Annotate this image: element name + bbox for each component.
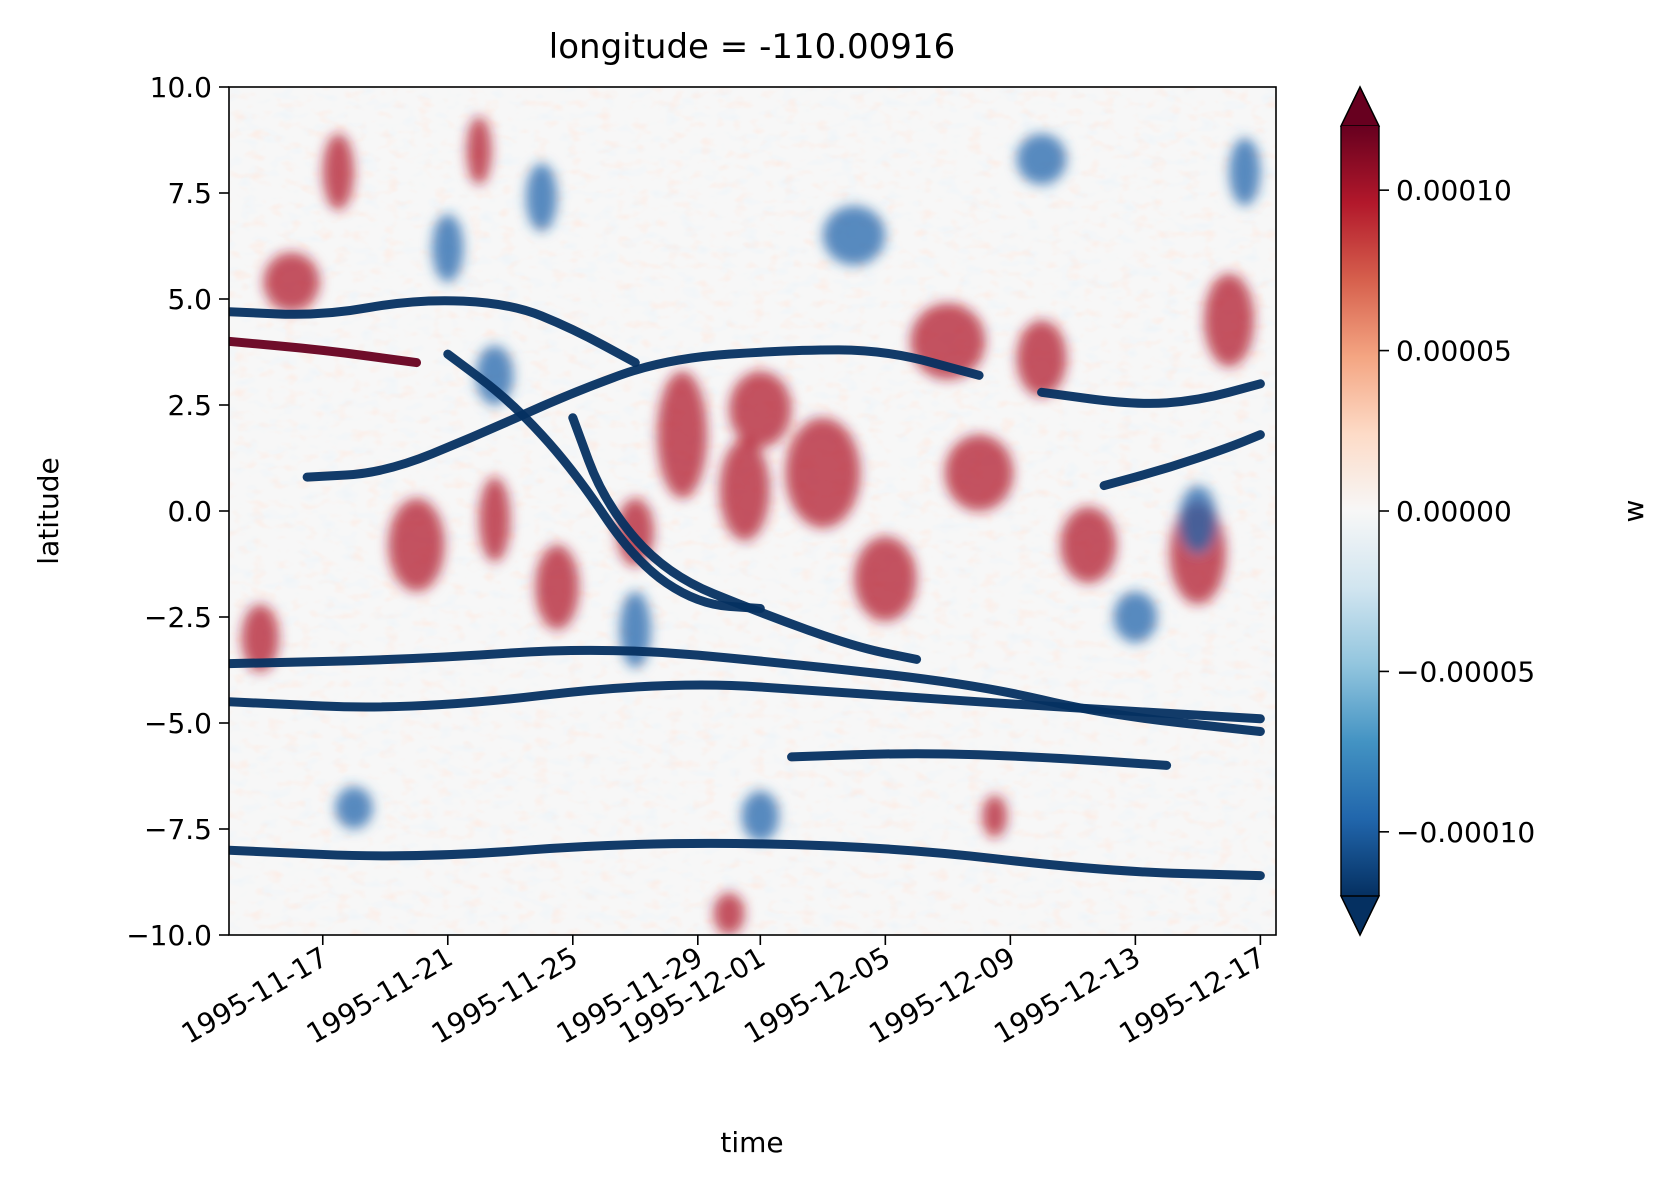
y-tick-label: −10.0 — [126, 919, 212, 952]
colorbar-tick-label: 0.00010 — [1396, 174, 1512, 207]
y-tick-label: 10.0 — [150, 71, 212, 104]
y-tick-label: 2.5 — [167, 389, 212, 422]
y-tick-label: −5.0 — [144, 707, 212, 740]
heatmap-blob-negative — [822, 205, 886, 266]
heatmap-blob-negative — [525, 163, 558, 232]
colorbar-frame — [1340, 85, 1380, 937]
colorbar-tick-label: −0.00005 — [1396, 655, 1535, 688]
heatmap-blob-positive — [388, 498, 445, 592]
heatmap-blob-positive — [729, 371, 792, 448]
heatmap-blob-positive — [1204, 273, 1255, 367]
colorbar-extend-top — [1339, 85, 1381, 127]
plot-area — [228, 86, 1277, 936]
y-tick-label: 0.0 — [167, 495, 212, 528]
colorbar-tick-label: 0.00005 — [1396, 335, 1512, 368]
heatmap-blob-positive — [785, 417, 861, 528]
y-axis: 10.0 7.5 5.0 2.5 0.0 −2.5 −5.0 −7.5 −10.0 — [126, 71, 229, 952]
heatmap-band-negative — [787, 749, 1172, 770]
heatmap-band-negative — [302, 345, 984, 482]
heatmap-blob-positive — [657, 371, 708, 499]
y-tick-label: 5.0 — [167, 283, 212, 316]
colorbar-tick-label: −0.00010 — [1396, 816, 1535, 849]
heatmap-blob-positive — [854, 536, 917, 622]
heatmap-band-negative — [1099, 430, 1265, 491]
heatmap-band-negative — [229, 645, 1265, 736]
heatmap-blob-negative — [335, 786, 373, 829]
y-tick-label: −2.5 — [144, 601, 212, 634]
heatmap-blob-positive — [982, 795, 1008, 838]
colorbar-ticks: 0.00010 0.00005 0.00000 −0.00005 −0.00010 — [1379, 174, 1535, 849]
bands-layer — [229, 296, 1265, 881]
chart-title: longitude = -110.00916 — [549, 27, 955, 67]
heatmap-blob-negative — [1179, 485, 1217, 554]
heatmap-blob-negative — [1016, 133, 1067, 185]
heatmap-blob-positive — [466, 116, 492, 185]
heatmap-blob-positive — [1060, 506, 1117, 584]
heatmap-blob-positive — [1016, 320, 1067, 397]
colorbar-tick-label: 0.00000 — [1396, 495, 1512, 528]
heatmap-band-negative — [443, 349, 765, 614]
heatmap-blob-positive — [535, 544, 580, 630]
heatmap-blob-positive — [241, 604, 280, 673]
heatmap-blob-negative — [1229, 137, 1261, 206]
heatmap-blob-negative — [619, 591, 651, 668]
colorbar-extend-bottom — [1339, 895, 1381, 937]
heatmap-blob-positive — [479, 477, 511, 562]
heatmap-blob-negative — [475, 345, 514, 405]
heatmap-band-negative — [229, 680, 1265, 724]
heatmap-blob-positive — [944, 434, 1014, 511]
x-axis: 1995-11-171995-11-211995-11-251995-11-29… — [176, 935, 1271, 1050]
x-axis-label: time — [720, 1126, 783, 1159]
heatmap-blob-positive — [719, 438, 770, 541]
y-tick-label: 7.5 — [167, 177, 212, 210]
heatmap-band-negative — [1037, 379, 1265, 408]
heatmap-band-negative — [229, 296, 640, 368]
colorbar-gradient — [1341, 126, 1379, 896]
heatmap-blob-negative — [1113, 591, 1158, 643]
heatmap-blob-negative — [432, 214, 464, 283]
heatmap-blob-positive — [263, 252, 320, 312]
blobs-layer — [241, 116, 1261, 935]
colorbar: 0.00010 0.00005 0.00000 −0.00005 −0.00010 w — [1339, 85, 1650, 937]
y-tick-label: −7.5 — [144, 813, 212, 846]
heatmap-blob-negative — [741, 790, 780, 842]
heatmap-band-positive — [229, 336, 422, 368]
y-axis-label: latitude — [32, 457, 65, 564]
heatmap-band-negative — [568, 413, 922, 664]
colorbar-label: w — [1617, 500, 1650, 523]
heatmap-blob-positive — [322, 133, 355, 210]
heatmap-blob-positive — [713, 892, 745, 935]
heatmap-band-negative — [229, 838, 1265, 881]
